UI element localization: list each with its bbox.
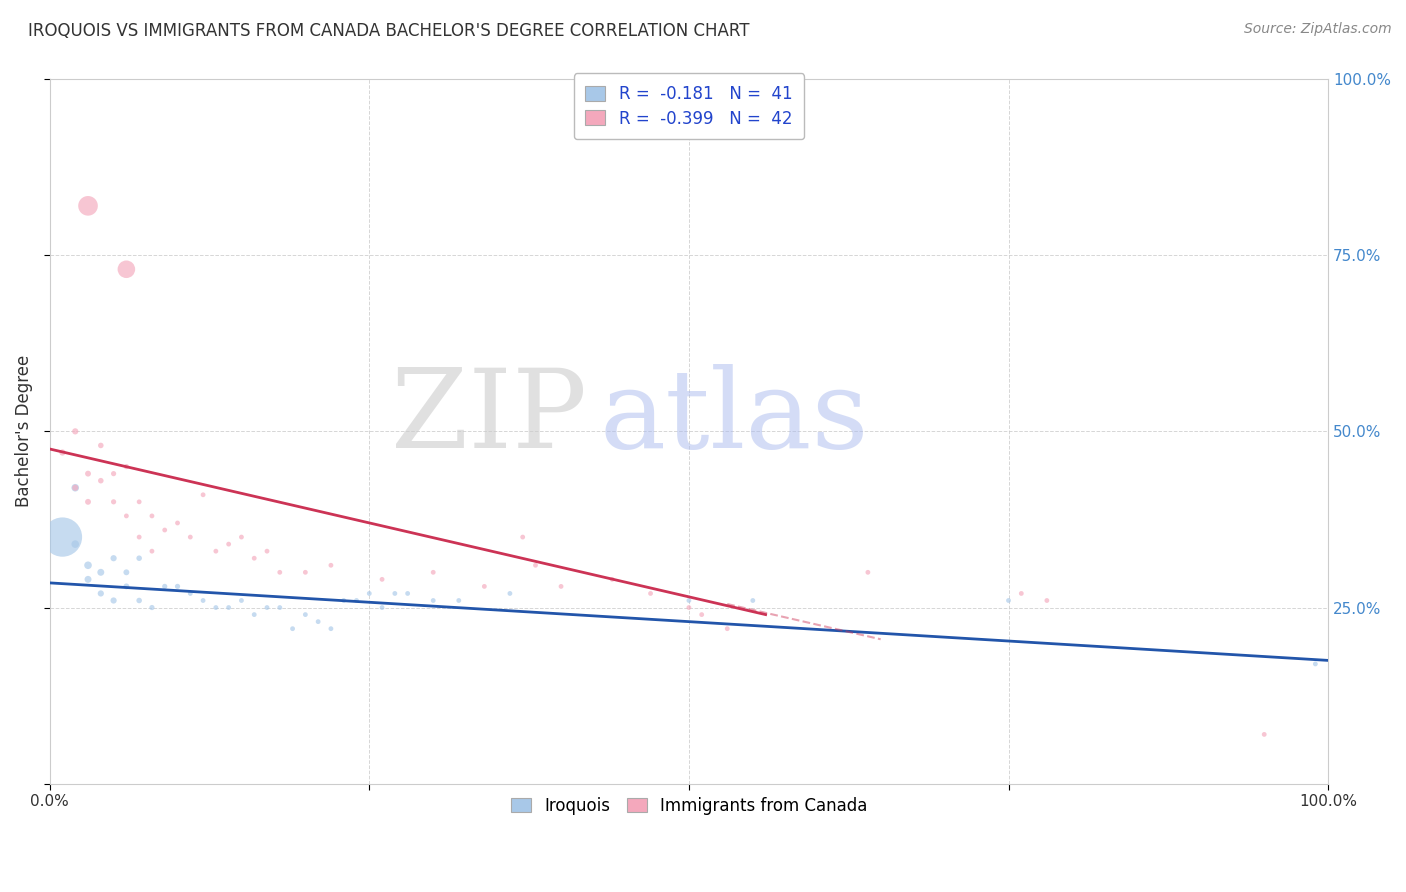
Point — [716, 622, 738, 636]
Point — [115, 579, 138, 593]
Point — [371, 573, 394, 587]
Point — [231, 593, 253, 607]
Point — [550, 579, 572, 593]
Point — [1010, 586, 1032, 600]
Point — [65, 425, 87, 439]
Point — [166, 516, 188, 530]
Point — [77, 495, 100, 509]
Point — [77, 199, 100, 213]
Point — [384, 586, 406, 600]
Point — [332, 593, 354, 607]
Point — [269, 600, 291, 615]
Point — [256, 544, 278, 558]
Point — [65, 481, 87, 495]
Point — [115, 262, 138, 277]
Point — [600, 573, 623, 587]
Point — [141, 544, 163, 558]
Point — [153, 579, 176, 593]
Point — [90, 586, 112, 600]
Point — [319, 558, 342, 573]
Text: atlas: atlas — [599, 364, 869, 471]
Point — [447, 593, 470, 607]
Point — [856, 566, 879, 580]
Point — [1036, 593, 1059, 607]
Point — [141, 508, 163, 523]
Point — [128, 551, 150, 566]
Point — [90, 474, 112, 488]
Point — [205, 544, 228, 558]
Point — [294, 566, 316, 580]
Text: Source: ZipAtlas.com: Source: ZipAtlas.com — [1244, 22, 1392, 37]
Point — [256, 600, 278, 615]
Y-axis label: Bachelor's Degree: Bachelor's Degree — [15, 355, 32, 508]
Point — [179, 586, 201, 600]
Point — [396, 586, 419, 600]
Point — [115, 508, 138, 523]
Point — [422, 566, 444, 580]
Point — [231, 530, 253, 544]
Point — [243, 551, 266, 566]
Point — [65, 481, 87, 495]
Point — [205, 600, 228, 615]
Point — [678, 593, 700, 607]
Point — [741, 593, 763, 607]
Point — [678, 600, 700, 615]
Point — [103, 551, 125, 566]
Point — [115, 459, 138, 474]
Point — [218, 600, 240, 615]
Text: ZIP: ZIP — [391, 364, 586, 471]
Point — [77, 558, 100, 573]
Point — [103, 467, 125, 481]
Point — [1305, 657, 1327, 671]
Point — [307, 615, 329, 629]
Point — [51, 530, 73, 544]
Point — [65, 537, 87, 551]
Point — [115, 566, 138, 580]
Point — [103, 593, 125, 607]
Point — [269, 566, 291, 580]
Point — [319, 622, 342, 636]
Point — [346, 593, 368, 607]
Point — [191, 593, 214, 607]
Point — [499, 586, 522, 600]
Point — [191, 488, 214, 502]
Point — [179, 530, 201, 544]
Point — [51, 445, 73, 459]
Point — [90, 566, 112, 580]
Point — [128, 593, 150, 607]
Point — [524, 558, 547, 573]
Point — [640, 586, 662, 600]
Point — [243, 607, 266, 622]
Point — [218, 537, 240, 551]
Legend: Iroquois, Immigrants from Canada: Iroquois, Immigrants from Canada — [501, 787, 877, 825]
Point — [128, 530, 150, 544]
Point — [690, 607, 713, 622]
Point — [77, 573, 100, 587]
Point — [90, 438, 112, 452]
Point — [997, 593, 1019, 607]
Point — [1253, 727, 1275, 741]
Point — [77, 467, 100, 481]
Point — [359, 586, 381, 600]
Point — [422, 593, 444, 607]
Point — [166, 579, 188, 593]
Point — [512, 530, 534, 544]
Point — [141, 600, 163, 615]
Point — [103, 495, 125, 509]
Point — [294, 607, 316, 622]
Point — [128, 495, 150, 509]
Point — [371, 600, 394, 615]
Point — [472, 579, 495, 593]
Point — [153, 523, 176, 537]
Text: IROQUOIS VS IMMIGRANTS FROM CANADA BACHELOR'S DEGREE CORRELATION CHART: IROQUOIS VS IMMIGRANTS FROM CANADA BACHE… — [28, 22, 749, 40]
Point — [281, 622, 304, 636]
